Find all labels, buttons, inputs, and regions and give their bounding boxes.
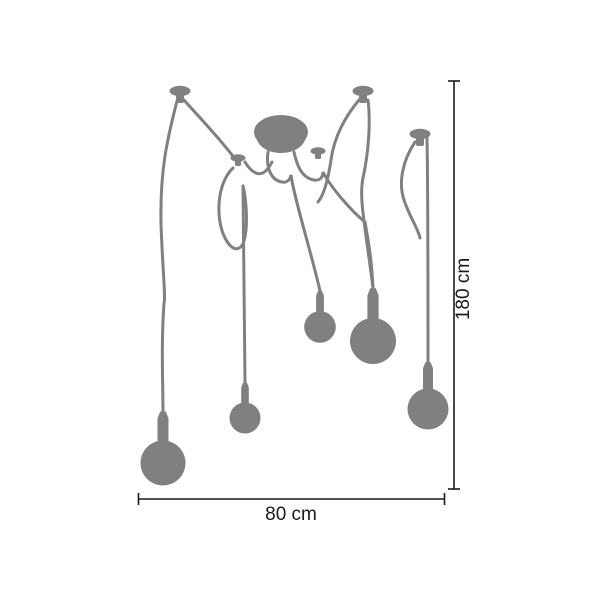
svg-text:80 cm: 80 cm	[265, 504, 317, 525]
svg-text:180 cm: 180 cm	[453, 258, 474, 320]
